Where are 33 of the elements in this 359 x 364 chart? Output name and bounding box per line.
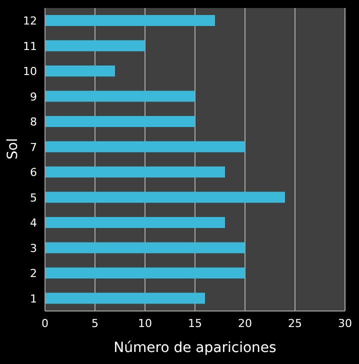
y-tick-label: 11 <box>23 40 37 53</box>
y-tick-label: 3 <box>30 242 37 255</box>
y-tick-label: 10 <box>23 65 37 78</box>
y-tick-label: 6 <box>30 166 37 180</box>
bar <box>45 66 115 76</box>
x-tick-label: 30 <box>338 316 352 330</box>
x-tick-label: 25 <box>288 316 302 330</box>
x-axis-title: Número de apariciones <box>114 340 276 356</box>
y-tick-label: 1 <box>30 292 37 306</box>
x-tick-label: 5 <box>92 316 98 330</box>
bar <box>45 292 205 304</box>
y-tick-label: 12 <box>23 14 37 28</box>
bar <box>45 192 285 203</box>
y-tick-label: 4 <box>30 216 37 230</box>
x-tick-label: 20 <box>238 316 252 330</box>
x-tick-label: 0 <box>42 316 48 330</box>
x-tick-label: 15 <box>188 316 202 330</box>
y-tick-label: 7 <box>30 140 37 154</box>
bar <box>45 141 245 152</box>
y-axis-title: Sol <box>4 138 21 160</box>
y-tick-label: 2 <box>30 267 37 280</box>
bar <box>45 15 215 26</box>
y-tick-label: 9 <box>30 90 37 104</box>
y-tick-label: 5 <box>30 191 37 204</box>
bar <box>45 268 245 278</box>
bar <box>45 90 195 102</box>
bar <box>45 217 225 228</box>
bar <box>45 242 245 254</box>
bar <box>45 166 225 178</box>
bar <box>45 116 195 127</box>
y-tick-label: 8 <box>30 116 37 129</box>
bar <box>45 40 145 52</box>
x-tick-label: 10 <box>138 316 152 330</box>
